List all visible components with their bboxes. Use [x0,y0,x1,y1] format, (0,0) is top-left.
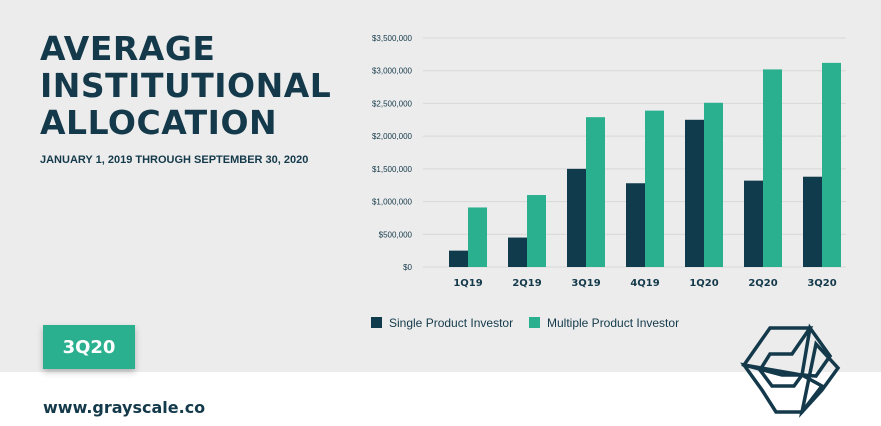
legend-label-single: Single Product Investor [389,316,513,330]
grayscale-logo-icon [740,323,841,418]
y-tick-label: $1,500,000 [372,165,413,174]
bar-single-product [626,183,645,267]
y-tick-label: $3,000,000 [372,67,413,76]
bar-multiple-product [586,117,605,267]
bar-single-product [685,119,704,268]
y-tick-label: $500,000 [379,230,413,239]
bar-chart: $0 $500,000 $1,000,000 $1,500,000 $2,000,000… [371,34,846,330]
background-panel [0,0,881,372]
bar-single-product [508,237,527,267]
website-link[interactable]: www.grayscale.co [43,398,206,417]
x-axis-ticks: 1Q19 2Q19 3Q19 4Q19 1Q20 2Q20 3Q20 [453,278,836,289]
bar-single-product [803,176,822,267]
y-tick-label: $2,000,000 [372,132,413,141]
page-title: AVERAGE INSTITUTIONAL ALLOCATION [40,29,332,142]
date-range-subtitle: JANUARY 1, 2019 THROUGH SEPTEMBER 30, 20… [40,154,309,166]
legend-label-multiple: Multiple Product Investor [547,316,679,330]
x-tick-label: 2Q19 [512,278,541,289]
x-tick-label: 3Q19 [571,278,600,289]
y-axis-ticks: $0 $500,000 $1,000,000 $1,500,000 $2,000,000… [372,34,413,272]
legend-swatch-multiple [529,317,540,328]
y-tick-label: $0 [403,263,412,272]
y-tick-label: $3,500,000 [372,34,413,43]
bar-multiple-product [763,69,782,267]
x-tick-label: 1Q20 [689,278,718,289]
bar-multiple-product [645,110,664,267]
bar-multiple-product [468,207,487,267]
bar-single-product [744,180,763,267]
bar-multiple-product [527,195,546,267]
quarter-badge: 3Q20 [43,325,135,369]
x-tick-label: 2Q20 [748,278,777,289]
bar-multiple-product [822,62,841,268]
bar-single-product [449,250,468,267]
x-tick-label: 1Q19 [453,278,482,289]
legend-swatch-single [371,317,382,328]
y-tick-label: $1,000,000 [372,198,413,207]
bar-single-product [567,168,586,267]
y-tick-label: $2,500,000 [372,99,413,108]
quarter-badge-label: 3Q20 [62,336,116,358]
legend: Single Product Investor Multiple Product … [371,316,679,330]
x-tick-label: 4Q19 [630,278,659,289]
bars [449,62,841,268]
x-tick-label: 3Q20 [807,278,836,289]
bar-multiple-product [704,102,723,267]
